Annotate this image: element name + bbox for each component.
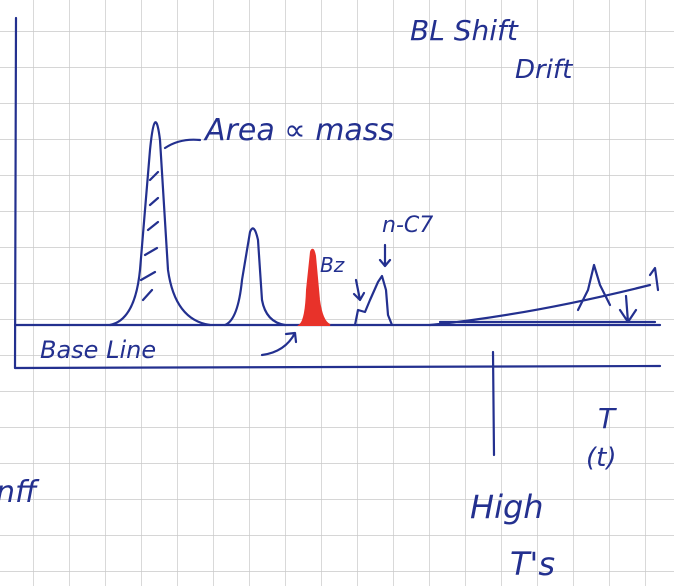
t-paren-label: (t) [586,443,616,473]
grid-paper [0,0,674,586]
area-label: Area ∝ mass [203,113,394,148]
bl-shift-label: BL Shift [410,14,519,47]
left-fragment: nff [0,475,40,510]
drift-label: Drift [515,55,573,85]
high-t-marker [493,352,494,455]
nc7-label: n-C7 [382,213,433,238]
bz-label: Bz [320,253,345,277]
high-label: High [470,488,544,526]
t-axis-label: T [598,402,617,435]
baseline-label: Base Line [40,336,156,364]
sketch: BL Shift Drift Area ∝ mass n-C7 Bz Base … [0,0,674,586]
ts-label: T's [510,545,555,583]
